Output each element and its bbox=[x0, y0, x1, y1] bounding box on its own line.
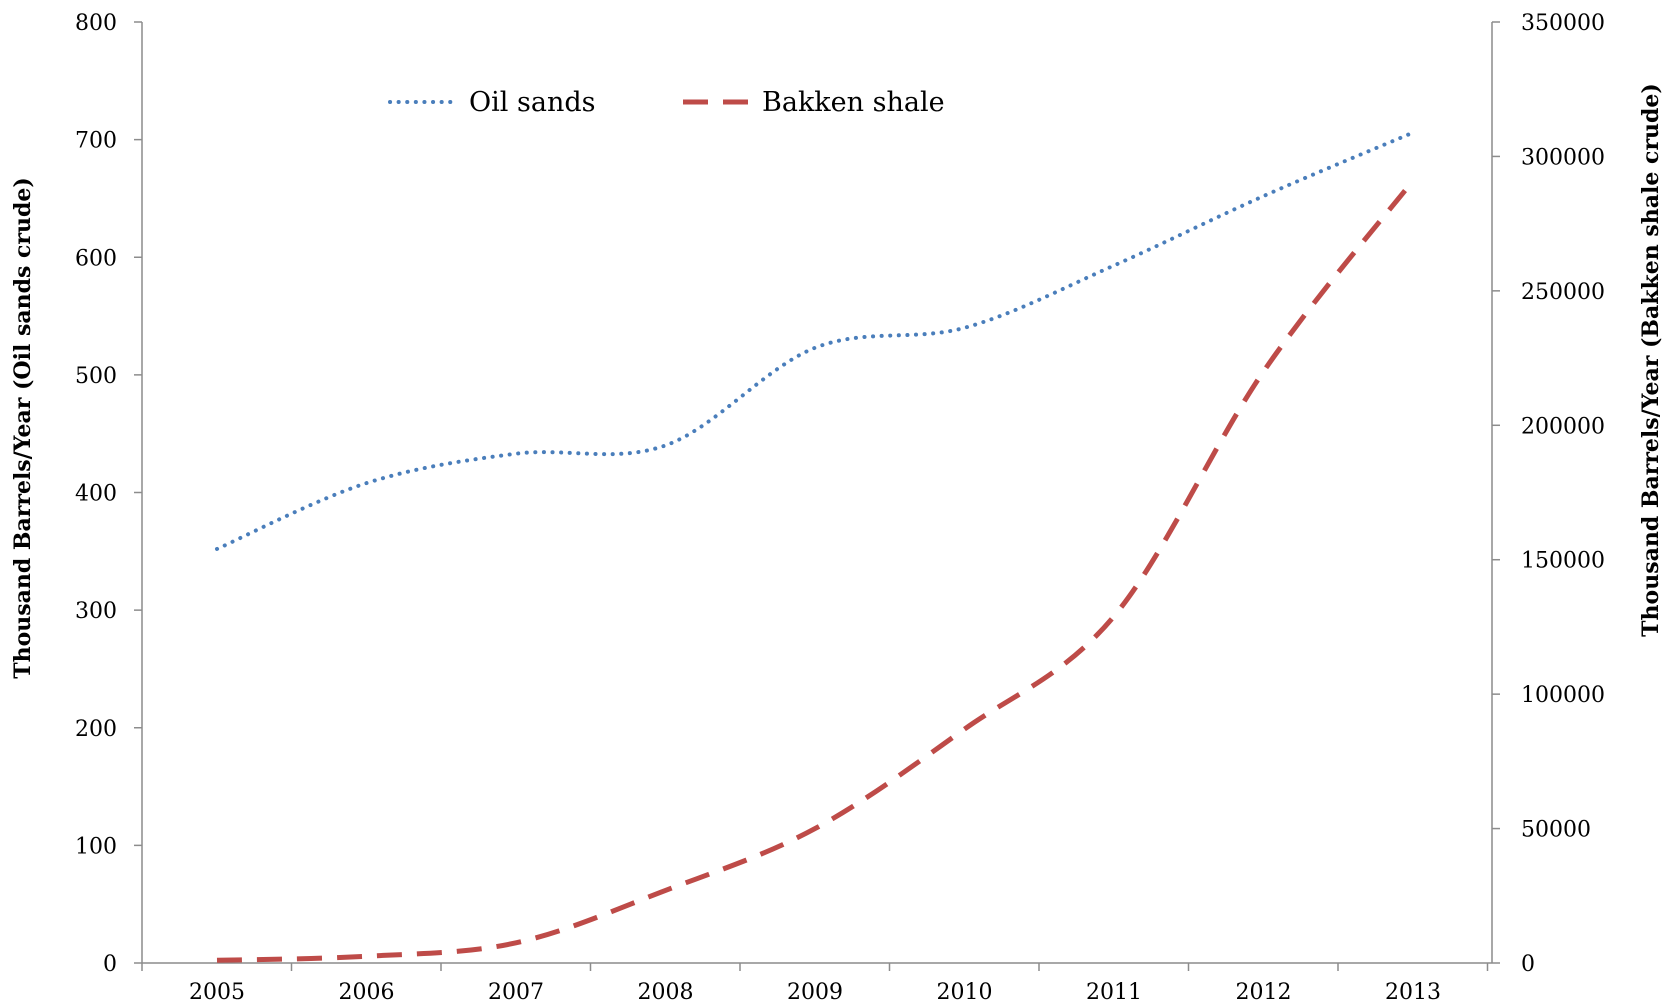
x-axis-ticks: 2005 2006 2007 2008 2009 2010 2011 2012 2013 bbox=[141, 963, 1489, 1005]
x-tick-label: 2006 bbox=[339, 980, 395, 1005]
right-tick-label: 0 bbox=[1521, 952, 1535, 977]
x-tick-label: 2008 bbox=[638, 980, 694, 1005]
left-axis-title: Thousand Barrels/Year (Oil sands crude) bbox=[10, 177, 36, 679]
axes bbox=[141, 22, 1493, 964]
right-tick-label: 150000 bbox=[1521, 549, 1605, 574]
series-line-oil-sands bbox=[215, 130, 1415, 551]
left-tick-label: 400 bbox=[75, 482, 117, 507]
legend-label-bakken-shale: Bakken shale bbox=[762, 87, 945, 118]
left-tick-label: 200 bbox=[75, 717, 117, 742]
series-line-bakken-shale bbox=[216, 179, 1415, 963]
left-tick-label: 300 bbox=[75, 599, 117, 624]
right-axis-title: Thousand Barrels/Year (Bakken shale crud… bbox=[1638, 83, 1664, 637]
x-tick-label: 2011 bbox=[1086, 980, 1142, 1005]
left-tick-label: 800 bbox=[75, 11, 117, 36]
legend-label-oil-sands: Oil sands bbox=[469, 87, 595, 118]
legend: Oil sands Bakken shale bbox=[388, 87, 945, 118]
left-tick-label: 100 bbox=[75, 834, 117, 859]
x-tick-label: 2013 bbox=[1385, 980, 1441, 1005]
right-tick-label: 50000 bbox=[1521, 818, 1591, 843]
right-tick-label: 300000 bbox=[1521, 145, 1605, 170]
left-tick-label: 600 bbox=[75, 246, 117, 271]
left-tick-label: 500 bbox=[75, 364, 117, 389]
x-tick-label: 2007 bbox=[488, 980, 544, 1005]
right-tick-label: 350000 bbox=[1521, 11, 1605, 36]
x-tick-label: 2009 bbox=[787, 980, 843, 1005]
right-tick-label: 200000 bbox=[1521, 414, 1605, 439]
left-axis-ticks: 0 100 200 300 400 500 600 700 800 bbox=[75, 11, 142, 977]
right-tick-label: 100000 bbox=[1521, 683, 1605, 708]
x-tick-label: 2010 bbox=[937, 980, 993, 1005]
x-tick-label: 2005 bbox=[189, 980, 245, 1005]
left-tick-label: 700 bbox=[75, 129, 117, 154]
x-tick-label: 2012 bbox=[1236, 980, 1292, 1005]
left-tick-label: 0 bbox=[103, 952, 117, 977]
series-layer bbox=[215, 130, 1415, 963]
right-axis-ticks: 0 50000 100000 150000 200000 250000 300000 3500… bbox=[1492, 11, 1605, 977]
right-tick-label: 250000 bbox=[1521, 280, 1605, 305]
